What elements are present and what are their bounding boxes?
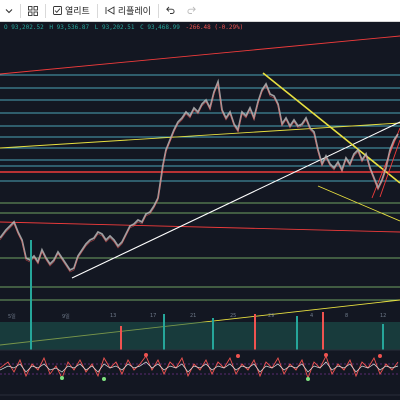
chart-toolbar: 열리트 리플레이 bbox=[0, 0, 400, 22]
time-tick: 9일 bbox=[62, 314, 70, 320]
replay-label: 리플레이 bbox=[117, 6, 151, 16]
toolbar-divider bbox=[20, 3, 21, 18]
undo-icon[interactable] bbox=[161, 0, 181, 21]
redo-icon[interactable] bbox=[181, 0, 201, 21]
ohlc-open: O 93,202.52 bbox=[4, 24, 44, 31]
ohlc-change: -266.48 (-0.29%) bbox=[185, 24, 244, 31]
time-tick: 13 bbox=[110, 313, 117, 319]
grid-icon[interactable] bbox=[23, 0, 43, 21]
replay-icon bbox=[105, 6, 115, 15]
time-tick: 8 bbox=[345, 313, 349, 319]
volume-bars bbox=[0, 240, 400, 350]
ohlc-low: L 93,202.51 bbox=[94, 24, 135, 31]
price-chart[interactable] bbox=[0, 21, 400, 400]
time-tick: 12 bbox=[380, 313, 387, 319]
oscillator-pane bbox=[0, 353, 400, 381]
open-label: 열리트 bbox=[65, 6, 90, 16]
time-tick: 5일 bbox=[8, 314, 16, 320]
ohlc-high: H 93,536.87 bbox=[49, 24, 90, 31]
toolbar-divider bbox=[96, 3, 98, 18]
replay-button[interactable]: 리플레이 bbox=[100, 0, 156, 21]
open-button[interactable]: 열리트 bbox=[48, 0, 95, 21]
time-tick: 21 bbox=[190, 313, 197, 319]
price-candles bbox=[0, 78, 399, 273]
ohlc-legend: O 93,202.52 H 93,536.87 L 93,202.51 C 93… bbox=[4, 24, 245, 31]
toolbar-divider bbox=[45, 3, 46, 18]
horizontal-levels bbox=[0, 74, 400, 301]
checkbox-icon bbox=[53, 6, 62, 15]
time-tick: 4 bbox=[310, 313, 314, 319]
time-tick: 29 bbox=[268, 313, 275, 319]
toolbar-divider bbox=[157, 3, 159, 18]
ohlc-close: C 93,468.99 bbox=[140, 24, 180, 31]
trendlines bbox=[0, 35, 400, 346]
time-tick: 25 bbox=[230, 313, 237, 319]
chevron-down-icon[interactable] bbox=[0, 0, 18, 21]
time-tick: 17 bbox=[150, 313, 157, 319]
